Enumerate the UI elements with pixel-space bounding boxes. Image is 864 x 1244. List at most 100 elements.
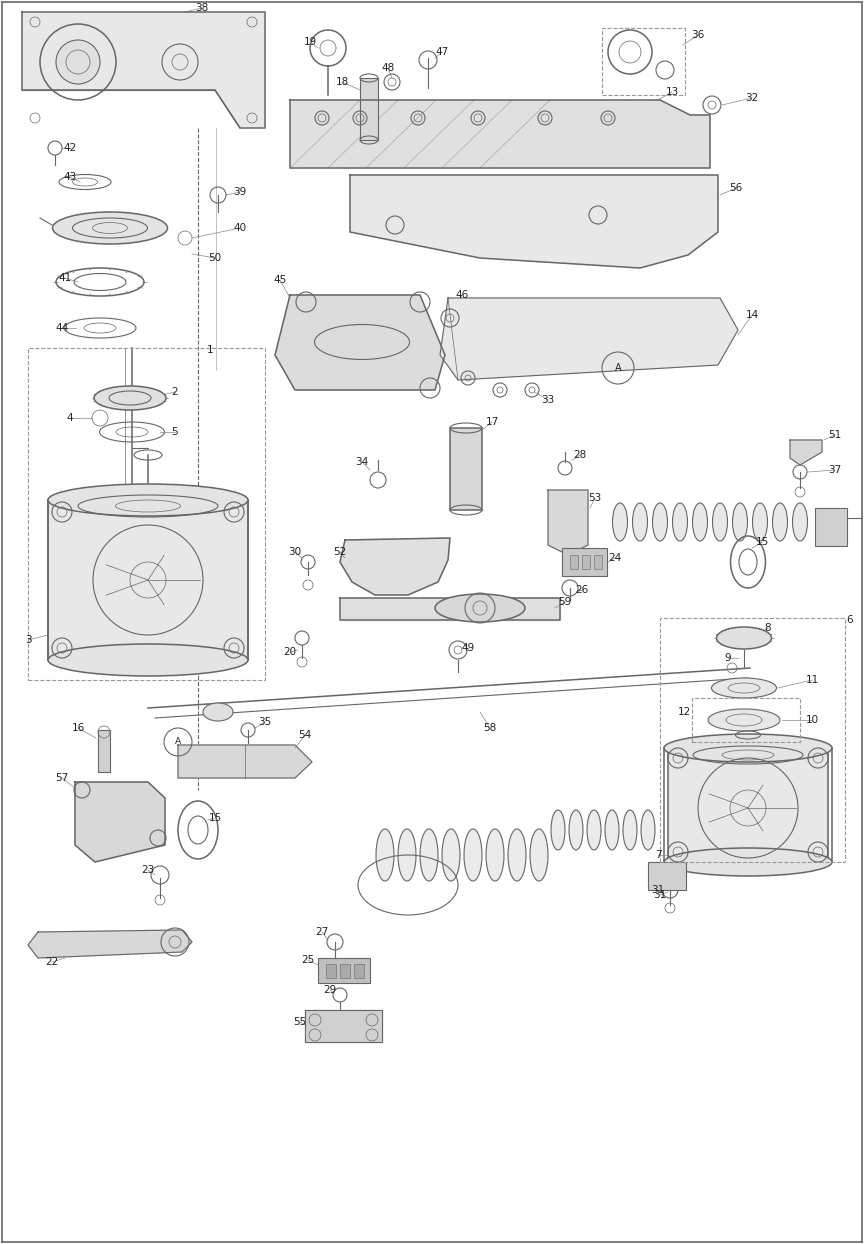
Ellipse shape: [652, 503, 668, 541]
Polygon shape: [178, 745, 312, 778]
Text: 43: 43: [63, 172, 77, 182]
Text: 1: 1: [206, 345, 213, 355]
Text: 12: 12: [677, 707, 690, 717]
Polygon shape: [275, 295, 445, 391]
Text: 51: 51: [829, 430, 842, 440]
Polygon shape: [548, 490, 588, 555]
Text: 11: 11: [805, 675, 818, 685]
Ellipse shape: [508, 829, 526, 881]
Bar: [340, 964, 350, 978]
Ellipse shape: [664, 848, 832, 876]
Bar: [594, 555, 602, 569]
Ellipse shape: [420, 829, 438, 881]
Text: 44: 44: [55, 323, 68, 333]
Ellipse shape: [753, 503, 767, 541]
Ellipse shape: [716, 627, 772, 649]
Text: A: A: [614, 363, 621, 373]
Bar: [648, 862, 686, 889]
Text: 53: 53: [588, 493, 601, 503]
Ellipse shape: [708, 709, 780, 731]
Ellipse shape: [772, 503, 787, 541]
Bar: [562, 549, 607, 576]
Ellipse shape: [792, 503, 808, 541]
Polygon shape: [75, 782, 165, 862]
Text: 57: 57: [55, 773, 68, 782]
Ellipse shape: [587, 810, 601, 850]
Ellipse shape: [530, 829, 548, 881]
Text: 4: 4: [67, 413, 73, 423]
Text: 29: 29: [323, 985, 337, 995]
Ellipse shape: [48, 484, 248, 516]
Text: 7: 7: [655, 850, 661, 860]
Text: 55: 55: [294, 1018, 307, 1028]
Text: 3: 3: [25, 634, 31, 644]
Ellipse shape: [94, 386, 166, 411]
Polygon shape: [350, 175, 718, 267]
Text: 59: 59: [558, 597, 572, 607]
Polygon shape: [668, 748, 828, 862]
Ellipse shape: [569, 810, 583, 850]
Text: 56: 56: [729, 183, 743, 193]
Ellipse shape: [733, 503, 747, 541]
Text: 38: 38: [195, 2, 208, 12]
Bar: [815, 508, 847, 546]
Bar: [326, 964, 336, 978]
Polygon shape: [28, 931, 192, 958]
Text: 30: 30: [289, 547, 302, 557]
Text: 33: 33: [542, 396, 555, 406]
Text: 50: 50: [208, 253, 221, 262]
Text: 46: 46: [455, 290, 468, 300]
Ellipse shape: [486, 829, 504, 881]
Text: 48: 48: [381, 63, 395, 73]
Text: 26: 26: [575, 585, 588, 595]
Polygon shape: [440, 299, 738, 379]
Bar: [360, 78, 378, 141]
Ellipse shape: [613, 503, 627, 541]
Text: 25: 25: [302, 955, 314, 965]
Text: 35: 35: [258, 717, 271, 726]
Text: 14: 14: [746, 310, 759, 320]
Text: 42: 42: [63, 143, 77, 153]
Text: 22: 22: [46, 957, 59, 967]
Polygon shape: [305, 1010, 382, 1042]
Polygon shape: [340, 598, 560, 620]
Ellipse shape: [551, 810, 565, 850]
Text: 20: 20: [283, 647, 296, 657]
Ellipse shape: [641, 810, 655, 850]
Text: 17: 17: [486, 417, 499, 427]
Ellipse shape: [435, 593, 525, 622]
Text: 45: 45: [273, 275, 287, 285]
Text: 58: 58: [483, 723, 497, 733]
Text: A: A: [175, 738, 181, 746]
Text: 15: 15: [208, 814, 222, 824]
Text: 8: 8: [765, 623, 772, 633]
Text: 41: 41: [59, 272, 72, 282]
Text: 47: 47: [435, 47, 448, 57]
Ellipse shape: [376, 829, 394, 881]
Text: 16: 16: [72, 723, 85, 733]
Text: 2: 2: [172, 387, 178, 397]
Bar: [692, 698, 800, 741]
Ellipse shape: [664, 734, 832, 763]
Text: 36: 36: [691, 30, 705, 40]
Polygon shape: [290, 100, 710, 168]
Ellipse shape: [464, 829, 482, 881]
Ellipse shape: [442, 829, 460, 881]
Bar: [602, 29, 685, 95]
Ellipse shape: [53, 211, 168, 244]
Bar: [660, 618, 845, 862]
Bar: [28, 348, 265, 680]
Ellipse shape: [203, 703, 233, 722]
Text: 52: 52: [334, 547, 346, 557]
Text: 31: 31: [653, 889, 667, 899]
Text: 6: 6: [847, 615, 854, 624]
Text: 5: 5: [172, 427, 178, 437]
Text: 13: 13: [665, 87, 678, 97]
Bar: [582, 555, 590, 569]
Text: 54: 54: [298, 730, 312, 740]
Bar: [570, 555, 578, 569]
Text: 34: 34: [355, 457, 369, 466]
Ellipse shape: [398, 829, 416, 881]
Polygon shape: [790, 440, 822, 465]
Ellipse shape: [605, 810, 619, 850]
